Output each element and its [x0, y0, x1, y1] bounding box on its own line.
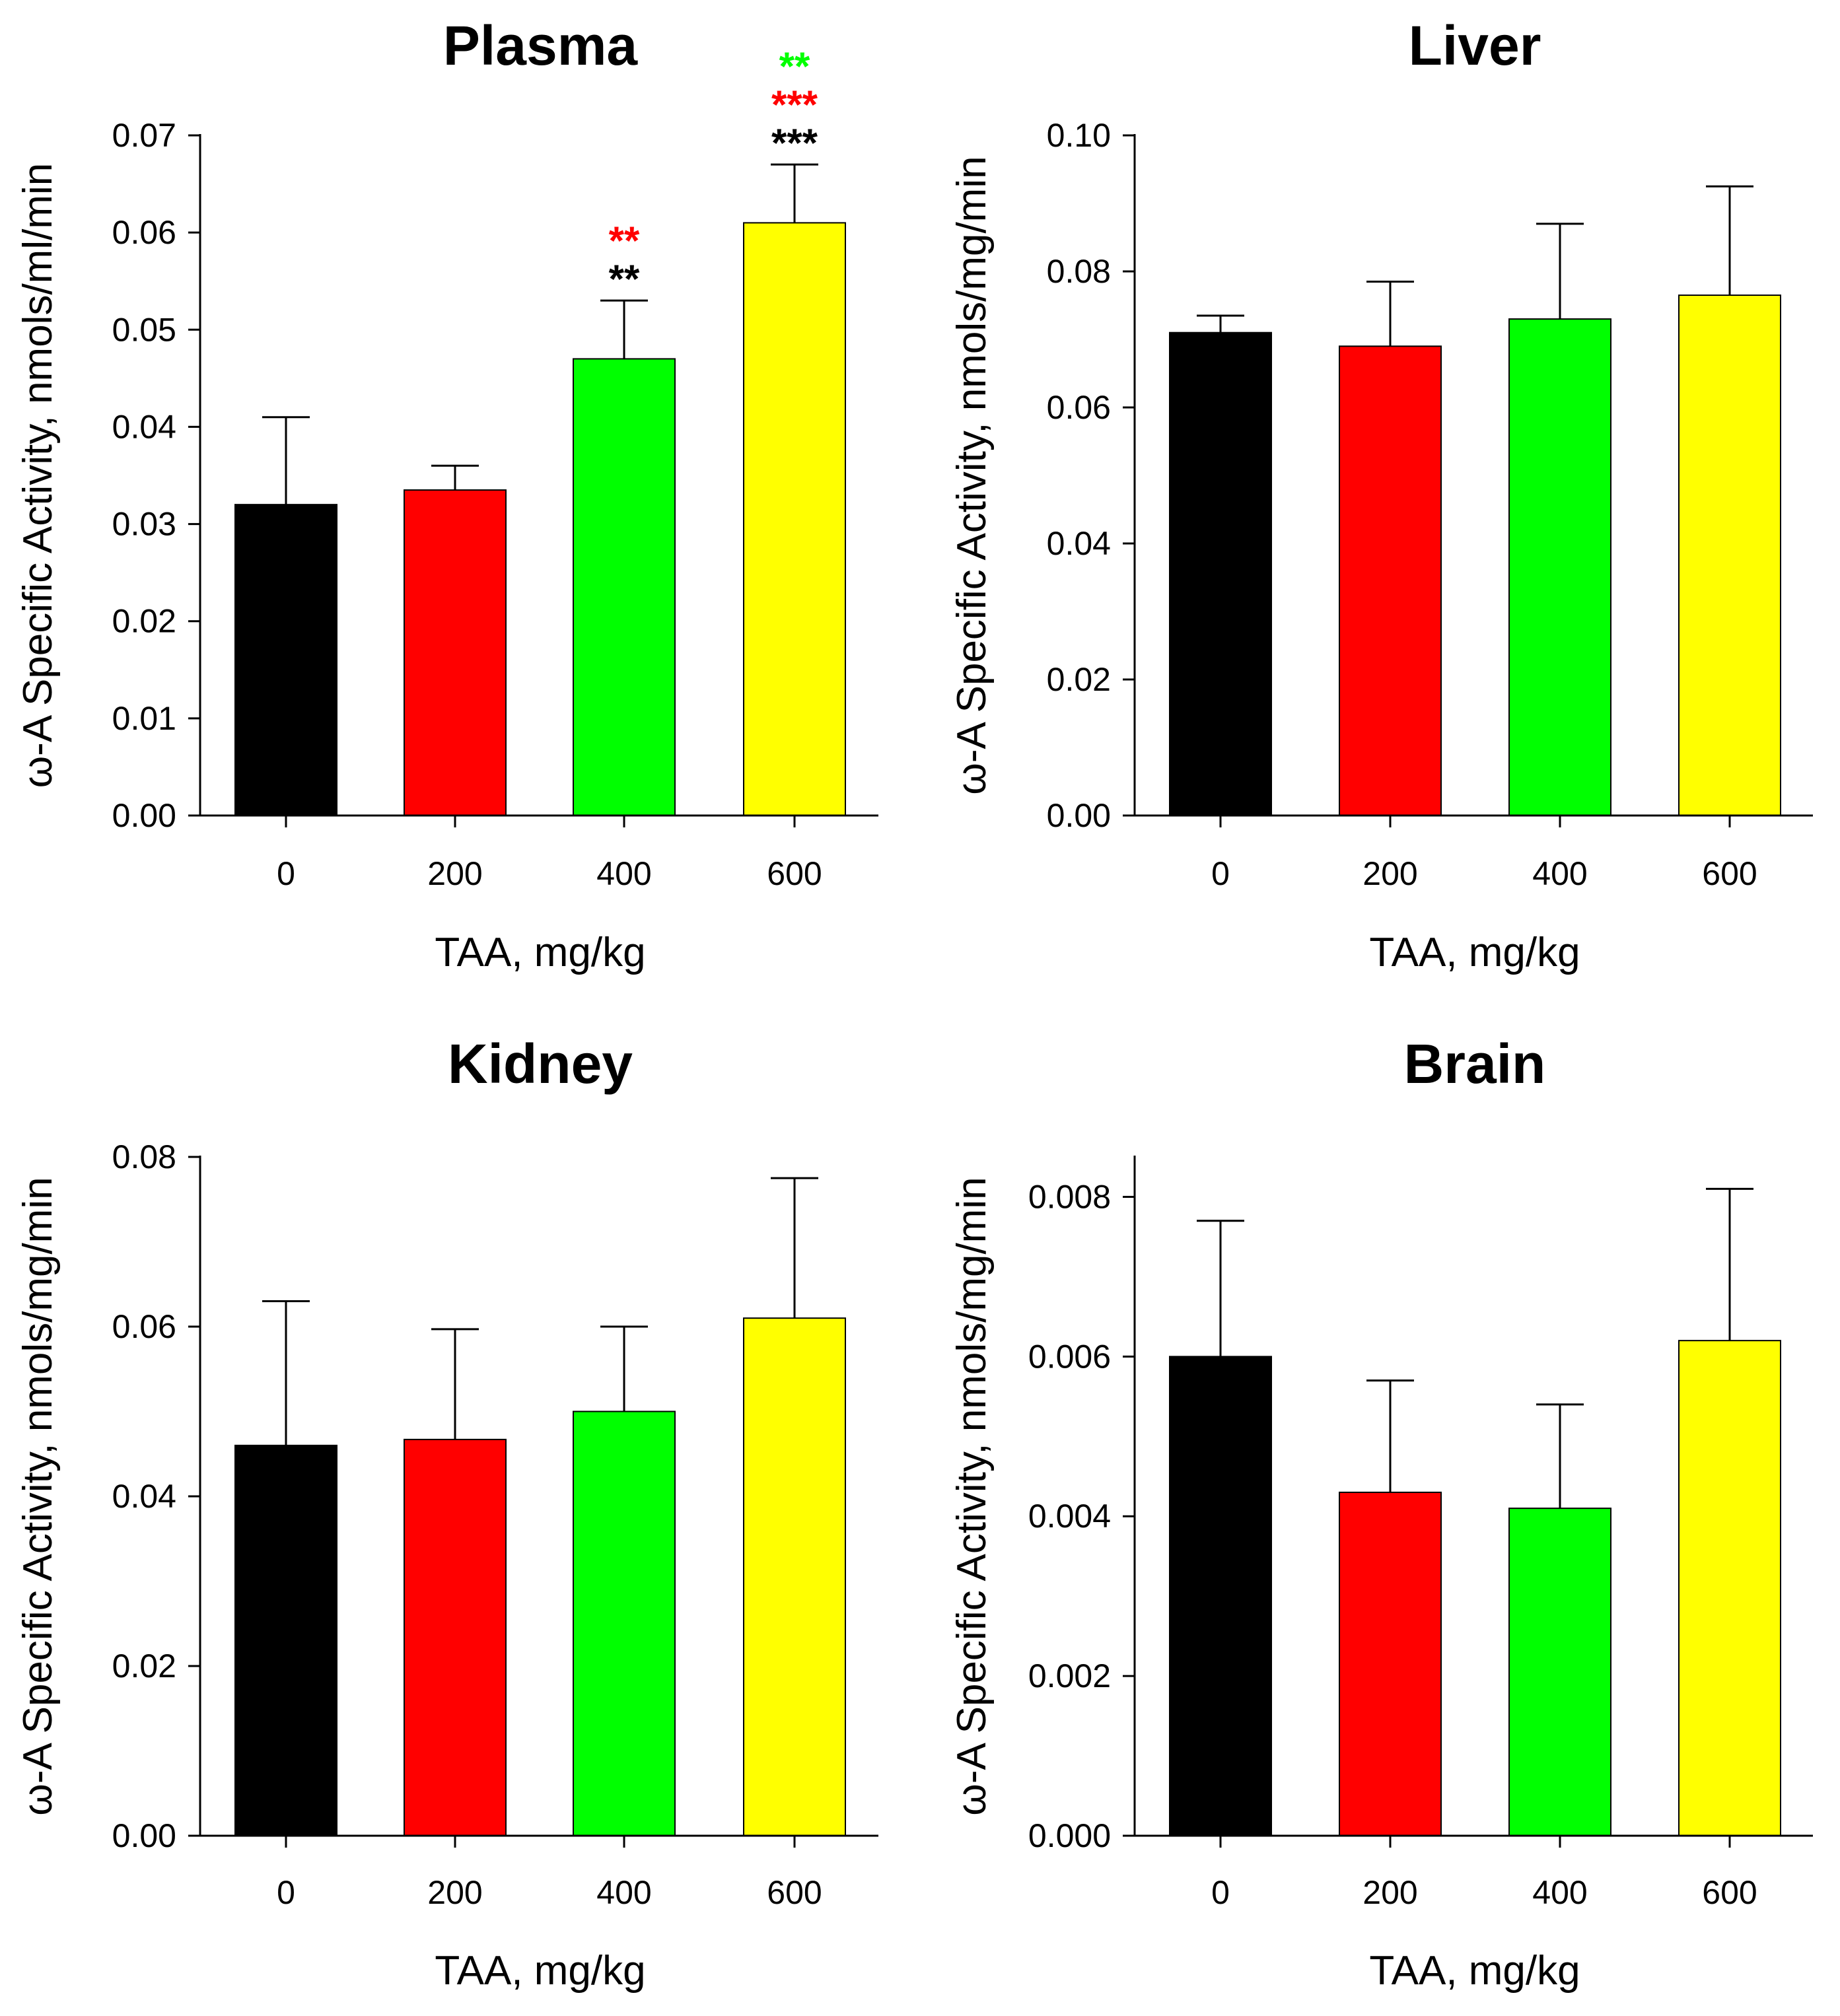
chart-title: Kidney	[448, 1033, 633, 1095]
y-tick-label: 0.08	[1047, 253, 1111, 290]
bar-200	[1339, 345, 1442, 816]
error-bar-600	[1706, 1187, 1753, 1341]
y-tick-label: 0.02	[112, 1648, 176, 1685]
x-tick-label: 400	[596, 1874, 651, 1911]
bar-0	[1169, 1356, 1272, 1837]
x-tick-label: 600	[1702, 1874, 1757, 1911]
x-tick-label: 200	[427, 855, 482, 892]
chart-title: Plasma	[443, 15, 638, 77]
error-bar-400	[600, 299, 648, 359]
bar-400	[573, 358, 676, 816]
y-axis-title: ω-A Specific Activity, nmols/mg/min	[15, 1177, 61, 1815]
x-tick-label: 200	[1362, 1874, 1417, 1911]
significance-marker: ***	[771, 83, 818, 127]
y-tick-label: 0.01	[112, 700, 176, 737]
chart-title: Brain	[1404, 1033, 1546, 1095]
y-tick-label: 0.00	[1047, 797, 1111, 834]
chart-title: Liver	[1409, 15, 1541, 77]
x-axis-title: TAA, mg/kg	[1369, 930, 1580, 975]
y-tick-label: 0.04	[112, 408, 176, 445]
error-bar-600	[771, 163, 818, 223]
y-tick-label: 0.03	[112, 506, 176, 543]
y-tick-label: 0.06	[112, 214, 176, 251]
bar-400	[573, 1410, 676, 1836]
error-bar-600	[771, 1177, 818, 1319]
error-bar-0	[1197, 1220, 1244, 1357]
chart-panel-liver: Liver 0.00 0.02 0.04 0.06 0.08 0.10 0 200 400 600 T…	[949, 15, 1813, 975]
y-tick-label: 0.10	[1047, 117, 1111, 154]
y-tick-label: 0.004	[1028, 1498, 1111, 1535]
x-tick-label: 400	[1532, 855, 1587, 892]
y-tick-label: 0.006	[1028, 1338, 1111, 1375]
x-tick-label: 200	[427, 1874, 482, 1911]
error-bar-400	[1536, 1403, 1584, 1509]
bar-200	[404, 489, 507, 816]
x-tick-label: 0	[1211, 1874, 1230, 1911]
error-bar-0	[262, 1300, 310, 1445]
x-tick-label: 0	[277, 1874, 295, 1911]
significance-marker: **	[609, 219, 640, 263]
bar-600	[743, 222, 846, 816]
y-tick-label: 0.06	[1047, 389, 1111, 426]
bar-600	[1678, 295, 1781, 816]
x-tick-label: 400	[596, 855, 651, 892]
significance-marker: ***	[771, 121, 818, 165]
error-bar-200	[431, 464, 479, 491]
y-tick-label: 0.000	[1028, 1817, 1111, 1854]
bar-200	[404, 1438, 507, 1836]
y-tick-label: 0.00	[112, 797, 176, 834]
y-tick-label: 0.008	[1028, 1178, 1111, 1215]
y-axis-title: ω-A Specific Activity, nmols/mg/min	[949, 1177, 995, 1815]
y-axis-title: ω-A Specific Activity, nmols/ml/min	[15, 163, 61, 788]
y-tick-label: 0.02	[1047, 661, 1111, 698]
bar-200	[1339, 1491, 1442, 1836]
error-bar-0	[1197, 314, 1244, 333]
chart-panel-brain: Brain 0.000 0.002 0.004 0.006 0.008 0 200 400 600…	[949, 1033, 1813, 1994]
x-axis-title: TAA, mg/kg	[1369, 1948, 1580, 1994]
error-bar-200	[431, 1328, 479, 1440]
y-axis-title: ω-A Specific Activity, nmols/mg/min	[949, 156, 995, 794]
error-bar-400	[1536, 223, 1584, 320]
y-tick-label: 0.00	[112, 1817, 176, 1854]
bar-0	[1169, 331, 1272, 816]
x-tick-label: 400	[1532, 1874, 1587, 1911]
y-tick-label: 0.04	[1047, 525, 1111, 562]
error-bar-400	[600, 1325, 648, 1412]
significance-marker: **	[779, 44, 810, 88]
error-bar-0	[262, 416, 310, 505]
error-bar-200	[1366, 280, 1414, 347]
y-tick-label: 0.08	[112, 1138, 176, 1175]
x-axis-title: TAA, mg/kg	[435, 1948, 645, 1994]
error-bar-200	[1366, 1379, 1414, 1492]
x-tick-label: 0	[1211, 855, 1230, 892]
bar-600	[1678, 1340, 1781, 1836]
x-tick-label: 600	[767, 855, 822, 892]
bar-400	[1508, 318, 1611, 817]
x-tick-label: 600	[767, 1874, 822, 1911]
chart-panel-plasma: Plasma 0.00 0.01 0.02 0.03 0.04 0.05 0.06 0.07 0 2…	[15, 15, 878, 975]
x-tick-label: 600	[1702, 855, 1757, 892]
y-tick-label: 0.04	[112, 1478, 176, 1515]
bar-600	[743, 1317, 846, 1836]
x-tick-label: 0	[277, 855, 295, 892]
significance-marker: **	[609, 257, 640, 301]
bar-400	[1508, 1508, 1611, 1836]
y-tick-label: 0.07	[112, 117, 176, 154]
x-axis-title: TAA, mg/kg	[435, 930, 645, 975]
bar-0	[234, 504, 337, 817]
bar-0	[234, 1444, 337, 1836]
x-tick-label: 200	[1362, 855, 1417, 892]
error-bar-600	[1706, 185, 1753, 296]
y-tick-label: 0.02	[112, 603, 176, 640]
y-tick-label: 0.05	[112, 311, 176, 348]
chart-panel-kidney: Kidney 0.00 0.02 0.04 0.06 0.08 0 200 400 600 TAA,…	[15, 1033, 878, 1994]
y-tick-label: 0.002	[1028, 1657, 1111, 1694]
y-tick-label: 0.06	[112, 1308, 176, 1345]
